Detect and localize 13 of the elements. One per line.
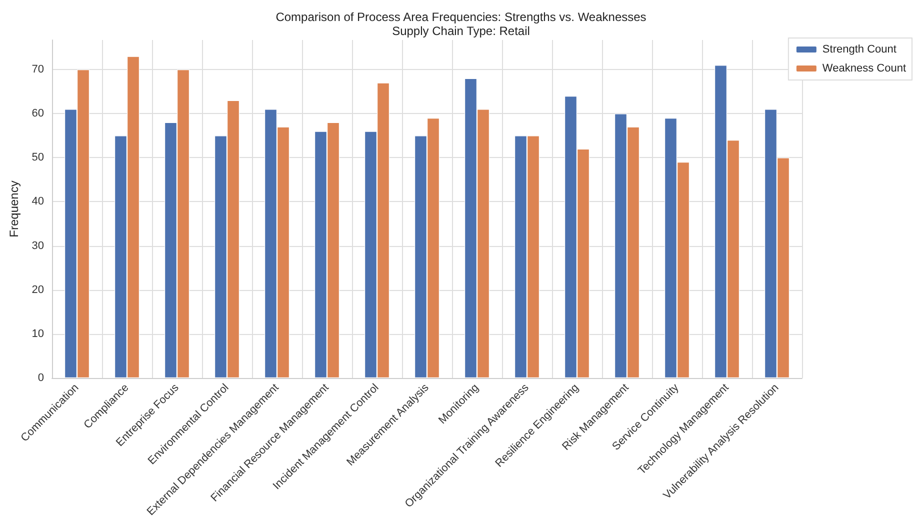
y-tick-label: 60 (32, 108, 44, 120)
y-tick-label: 10 (32, 328, 44, 340)
y-tick-label: 70 (32, 64, 44, 76)
y-axis-title: Frequency (7, 180, 21, 238)
y-tick-label: 0 (38, 372, 44, 384)
legend-label: Strength Count (822, 44, 896, 56)
y-tick-label: 50 (32, 152, 44, 164)
y-tick-label: 20 (32, 284, 44, 296)
legend-label: Weakness Count (822, 62, 906, 74)
y-tick-label: 40 (32, 196, 44, 208)
chart-title: Comparison of Process Area Frequencies: Strengths vs. Weaknesses (276, 10, 646, 24)
chart-subtitle: Supply Chain Type: Retail (392, 24, 530, 38)
y-tick-label: 30 (32, 240, 44, 252)
